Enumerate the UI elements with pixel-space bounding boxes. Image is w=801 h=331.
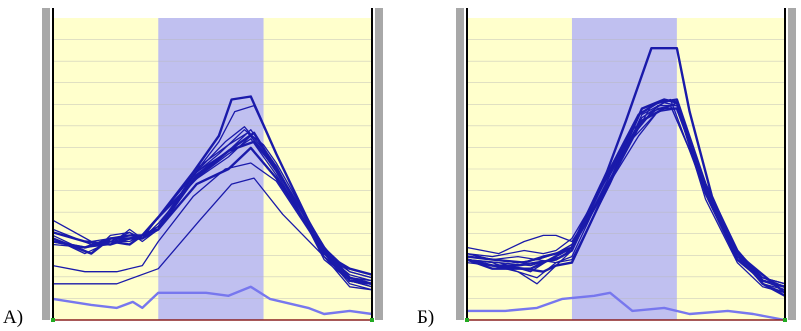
panel-b-right-bar — [788, 8, 796, 320]
panel-a-corner-marker — [370, 318, 374, 322]
panel-b-series-line — [466, 104, 786, 288]
panel-a-series-line — [53, 177, 373, 291]
panel-b-left-bar — [456, 8, 464, 320]
panel-b-corner-marker — [465, 318, 469, 322]
panel-a-corner-marker — [51, 318, 55, 322]
panel-a-series-line — [52, 162, 373, 288]
panel-b-label: Б) — [417, 307, 435, 328]
panel-a-right-bar — [375, 8, 383, 320]
panel-a-label: А) — [3, 307, 24, 328]
panel-a-series-line — [52, 104, 373, 279]
panel-b-baseline-line — [467, 291, 786, 322]
panel-b-series-line — [466, 98, 786, 288]
panel-a-baseline-line — [52, 285, 373, 316]
panel-b-corner-marker — [783, 318, 787, 322]
panel-a-series-line — [52, 140, 373, 285]
panel-a-left-bar — [42, 8, 50, 320]
panel-b-series-line — [466, 98, 786, 297]
